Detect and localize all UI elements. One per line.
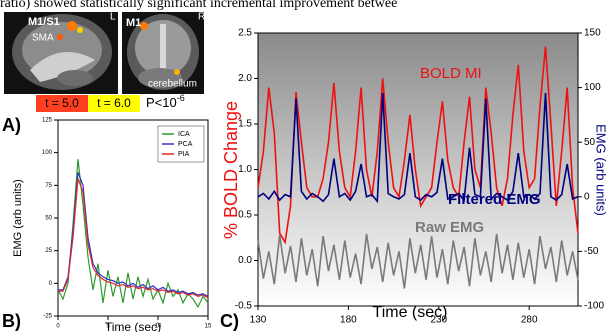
series-line — [58, 172, 208, 296]
y-tick-label: 75 — [45, 183, 52, 189]
figure: ratio) showed statistically significant … — [0, 0, 608, 332]
panel-label: C) — [220, 311, 239, 331]
series-label: Filtered EMG — [448, 191, 541, 208]
p-value: P<10-6 — [146, 93, 185, 110]
y-axis-label: EMG (arb units) — [12, 179, 24, 257]
brain-label: cerebellum — [148, 79, 197, 90]
brain-label: M1 — [126, 17, 141, 29]
brain-label: M1/S1 — [28, 16, 60, 28]
p-value-base: P<10 — [146, 95, 177, 110]
brain-label: SMA — [32, 33, 54, 44]
x-tick-label: 15 — [205, 324, 212, 330]
y-tick-label: -25 — [43, 314, 52, 320]
y-tick-label: 0.0 — [238, 255, 252, 266]
x-tick-label: 130 — [250, 315, 267, 326]
brain-label: R — [198, 12, 205, 23]
series-line — [58, 179, 208, 298]
y-axis-label: % BOLD Change — [221, 101, 241, 239]
x-tick-label: 0 — [56, 324, 60, 330]
threshold-low: t = 5.0 — [45, 96, 79, 110]
legend-label: ICA — [178, 131, 190, 138]
y2-tick-label: -100 — [584, 301, 604, 312]
x-tick-label: 280 — [521, 315, 538, 326]
y2-tick-label: -50 — [584, 246, 599, 257]
panel-label: A) — [2, 115, 21, 135]
p-value-exponent: -6 — [177, 93, 185, 103]
x-axis-label: Time (sec) — [373, 304, 448, 321]
y2-tick-label: 100 — [584, 82, 601, 93]
legend-label: PCA — [178, 141, 193, 148]
series-label: BOLD MI — [420, 65, 482, 82]
y-tick-label: 50 — [45, 216, 52, 222]
y-tick-label: 2.0 — [238, 73, 252, 84]
y2-axis-label: EMG (arb units) — [594, 124, 608, 216]
y2-tick-label: 150 — [584, 28, 601, 39]
caption: ratio) showed statistically significant … — [0, 0, 397, 11]
y-tick-label: 25 — [45, 248, 52, 254]
threshold-high: t = 6.0 — [97, 96, 131, 110]
series-label: Raw EMG — [415, 219, 484, 236]
y-tick-label: 0 — [49, 281, 53, 287]
legend-label: PIA — [178, 151, 190, 158]
series-line — [58, 159, 208, 307]
panel-label: B) — [2, 311, 21, 331]
y-tick-label: 125 — [42, 118, 53, 124]
y2-tick-label: 0 — [584, 191, 590, 202]
y-tick-label: 2.5 — [238, 28, 252, 39]
y-tick-label: 100 — [42, 150, 53, 156]
x-axis-label: Time (sec) — [105, 320, 161, 332]
brain-label: L — [110, 12, 116, 23]
x-tick-label: 180 — [340, 315, 357, 326]
